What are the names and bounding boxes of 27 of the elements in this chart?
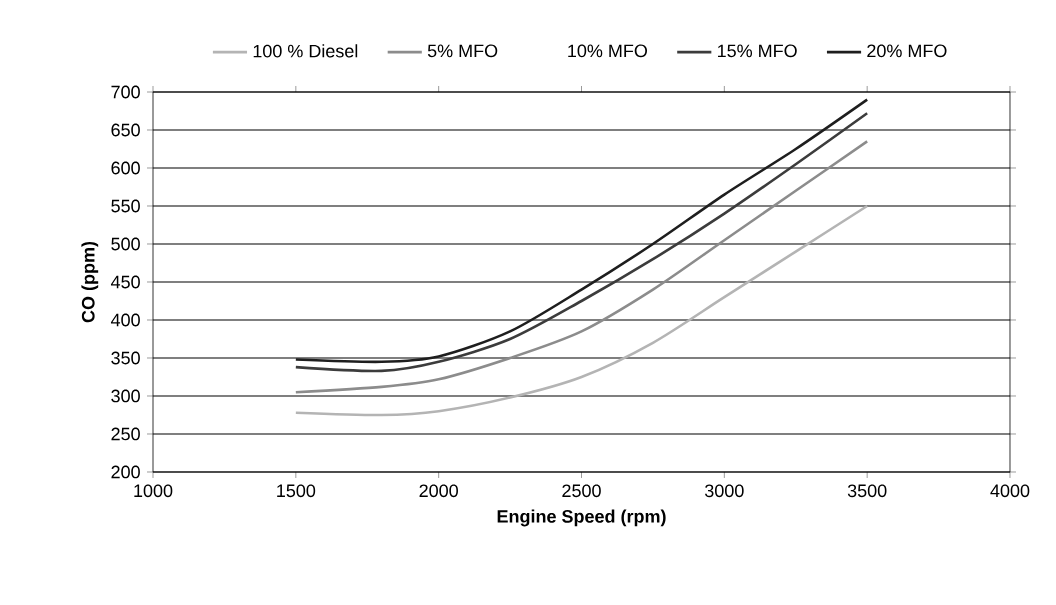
y-tick-label: 400 — [110, 313, 140, 327]
x-tick-label: 4000 — [990, 484, 1030, 498]
x-tick-label: 3500 — [847, 484, 887, 498]
y-tick-label: 200 — [111, 465, 140, 479]
line-series — [294, 204, 869, 417]
x-tick-label: 1000 — [134, 484, 173, 498]
text: 10% MFO — [568, 44, 648, 58]
y-tick-label: 500 — [111, 237, 140, 251]
x-tick-label: 3000 — [705, 484, 744, 498]
y-tick-label: 700 — [111, 85, 140, 99]
legend-label: 100 % Diesel — [253, 44, 358, 58]
y-axis-title: CO (ppm) — [81, 241, 99, 323]
y-tick-label: 450 — [110, 275, 140, 289]
x-tick-label: 2000 — [419, 484, 458, 498]
legend-label: 5% MFO — [427, 44, 498, 58]
legend-label: 20% MFO — [867, 44, 947, 58]
y-tick-label: 250 — [111, 427, 140, 441]
x-axis-title: Engine Speed (rpm) — [497, 509, 666, 527]
legend-label: 15% MFO — [718, 44, 797, 58]
y-tick-label: 600 — [111, 161, 140, 175]
y-tick-label: 350 — [111, 351, 140, 365]
x-tick-label: 1500 — [277, 484, 316, 498]
y-tick-label: 300 — [111, 389, 140, 403]
x-tick-label: 2500 — [562, 484, 601, 498]
y-tick-label: 650 — [111, 123, 140, 137]
line-series — [294, 140, 869, 394]
y-tick-label: 550 — [111, 199, 140, 213]
